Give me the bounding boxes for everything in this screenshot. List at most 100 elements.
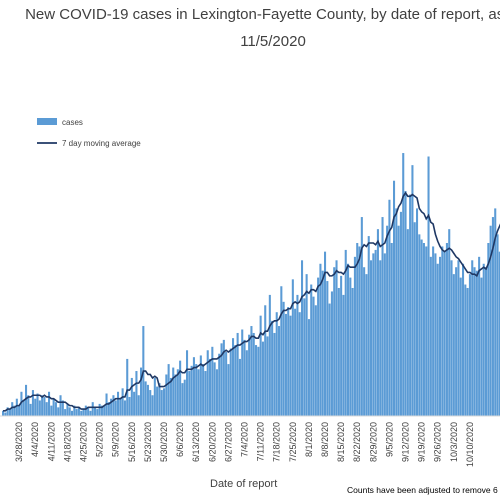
case-bar bbox=[301, 260, 304, 416]
case-bar bbox=[80, 410, 83, 416]
case-bar bbox=[305, 274, 308, 416]
case-bar bbox=[250, 326, 253, 416]
case-bar bbox=[167, 364, 170, 416]
case-bar bbox=[455, 267, 458, 416]
case-bar bbox=[255, 345, 258, 416]
case-bar bbox=[126, 358, 129, 416]
case-bar bbox=[432, 246, 435, 416]
case-bar bbox=[25, 384, 28, 416]
x-tick-label: 8/22/2020 bbox=[352, 422, 362, 462]
case-bar bbox=[54, 402, 57, 416]
case-bar bbox=[406, 229, 409, 416]
case-bar bbox=[68, 407, 71, 416]
case-bar bbox=[289, 315, 292, 416]
case-bar bbox=[96, 409, 99, 416]
case-bar bbox=[278, 326, 281, 416]
case-bar bbox=[298, 312, 301, 416]
case-bar bbox=[245, 350, 248, 416]
x-tick-label: 9/5/2020 bbox=[384, 422, 394, 457]
x-tick-label: 4/18/2020 bbox=[62, 422, 72, 462]
x-axis-label: Date of report bbox=[210, 478, 278, 490]
case-bar bbox=[365, 274, 368, 416]
case-bar bbox=[77, 407, 80, 416]
case-bar bbox=[386, 225, 389, 416]
case-bar bbox=[133, 391, 136, 416]
case-bar bbox=[383, 253, 386, 416]
case-bar bbox=[192, 357, 195, 416]
case-bar bbox=[84, 405, 87, 416]
case-bar bbox=[422, 243, 425, 416]
case-bar bbox=[324, 251, 327, 416]
case-bar bbox=[427, 156, 430, 416]
case-bar bbox=[335, 260, 338, 416]
case-bar bbox=[174, 374, 177, 416]
case-bar bbox=[471, 260, 474, 416]
legend-cases-label: cases bbox=[62, 118, 83, 127]
case-bar bbox=[420, 239, 423, 416]
case-bar bbox=[314, 305, 317, 416]
case-bar bbox=[459, 277, 462, 416]
case-bar bbox=[462, 263, 465, 416]
case-bar bbox=[252, 332, 255, 416]
case-bar bbox=[307, 319, 310, 416]
case-bar bbox=[211, 346, 214, 416]
case-bar bbox=[130, 377, 133, 416]
case-bar bbox=[388, 199, 391, 416]
case-bar bbox=[8, 409, 11, 416]
case-bar bbox=[94, 407, 97, 416]
case-bar bbox=[399, 211, 402, 416]
case-bar bbox=[416, 208, 419, 416]
case-bar bbox=[319, 263, 322, 416]
case-bar bbox=[397, 225, 400, 416]
case-bar bbox=[243, 339, 246, 416]
case-bar bbox=[266, 336, 269, 416]
case-bar bbox=[291, 279, 294, 416]
case-bar bbox=[439, 256, 442, 416]
case-bar bbox=[50, 405, 53, 416]
moving-average-line bbox=[3, 191, 500, 412]
case-bar bbox=[287, 307, 290, 416]
case-bar bbox=[160, 390, 163, 416]
case-bar bbox=[206, 350, 209, 416]
x-tick-label: 7/25/2020 bbox=[288, 422, 298, 462]
case-bar bbox=[151, 395, 154, 416]
case-bar bbox=[360, 217, 363, 416]
case-bar bbox=[75, 409, 78, 416]
case-bar bbox=[71, 410, 74, 416]
case-bar bbox=[450, 260, 453, 416]
x-tick-label: 8/15/2020 bbox=[336, 422, 346, 462]
case-bar bbox=[98, 403, 101, 416]
case-bar bbox=[418, 234, 421, 416]
case-bar bbox=[351, 287, 354, 416]
case-bar bbox=[209, 358, 212, 416]
case-bar bbox=[197, 369, 200, 416]
case-bar bbox=[2, 410, 5, 416]
case-bar bbox=[61, 400, 64, 416]
x-tick-label: 8/8/2020 bbox=[320, 422, 330, 457]
case-bar bbox=[204, 371, 207, 416]
case-bar bbox=[22, 400, 25, 416]
case-bar bbox=[59, 395, 62, 416]
case-bar bbox=[121, 388, 124, 416]
case-bar bbox=[457, 260, 460, 416]
case-bar bbox=[176, 369, 179, 416]
case-bar bbox=[294, 308, 297, 416]
case-bar bbox=[390, 243, 393, 416]
case-bar bbox=[13, 405, 16, 416]
case-bar bbox=[478, 256, 481, 416]
case-bar bbox=[227, 364, 230, 416]
x-tick-label: 6/20/2020 bbox=[207, 422, 217, 462]
case-bar bbox=[183, 379, 186, 416]
case-bar bbox=[347, 263, 350, 416]
x-tick-label: 4/11/2020 bbox=[46, 422, 56, 461]
case-bar bbox=[112, 395, 115, 416]
legend-average-label: 7 day moving average bbox=[62, 139, 141, 148]
case-bar bbox=[73, 405, 76, 416]
x-tick-label: 10/10/2020 bbox=[465, 422, 475, 467]
case-bar bbox=[496, 234, 499, 416]
case-bar bbox=[296, 294, 299, 416]
case-bar bbox=[464, 284, 467, 416]
case-bar bbox=[119, 398, 122, 416]
chart-subtitle: 11/5/2020 bbox=[240, 33, 306, 50]
